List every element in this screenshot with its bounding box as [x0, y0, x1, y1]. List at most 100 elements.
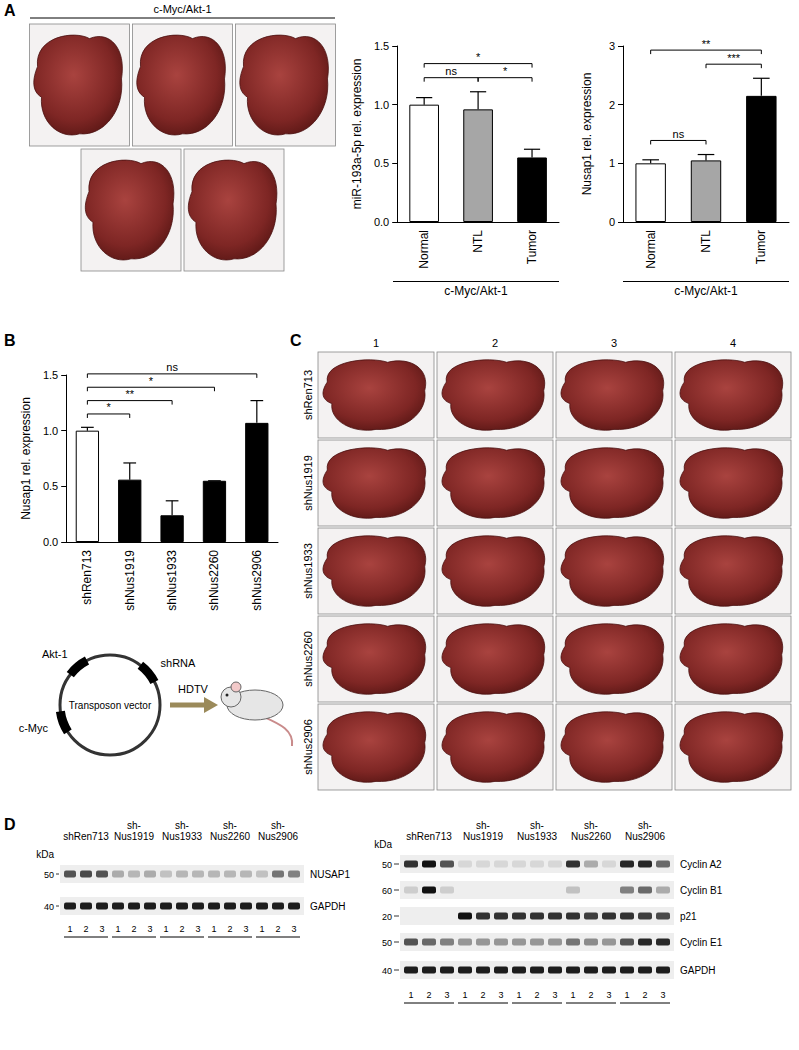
svg-text:0: 0	[609, 216, 615, 228]
svg-text:***: ***	[727, 52, 741, 64]
svg-text:sh-: sh-	[271, 820, 285, 831]
svg-text:3: 3	[660, 990, 665, 1000]
svg-text:shNus2260: shNus2260	[302, 631, 314, 687]
svg-text:Cyclin A2: Cyclin A2	[680, 859, 722, 870]
svg-text:3: 3	[195, 924, 200, 934]
svg-text:HDTV: HDTV	[178, 683, 209, 695]
svg-text:2: 2	[179, 924, 184, 934]
svg-text:Nus1919: Nus1919	[114, 831, 154, 842]
svg-text:2: 2	[131, 924, 136, 934]
svg-text:1: 1	[462, 990, 467, 1000]
svg-text:Nus2906: Nus2906	[625, 831, 665, 842]
svg-text:1: 1	[373, 337, 379, 349]
svg-text:shRen713: shRen713	[63, 831, 109, 842]
svg-text:sh-: sh-	[584, 820, 598, 831]
svg-text:shNus1919: shNus1919	[123, 550, 137, 611]
svg-text:*: *	[149, 375, 154, 387]
svg-text:60: 60	[382, 886, 392, 896]
svg-text:2: 2	[588, 990, 593, 1000]
svg-text:2: 2	[227, 924, 232, 934]
svg-text:sh-: sh-	[175, 820, 189, 831]
svg-text:GAPDH: GAPDH	[680, 965, 716, 976]
svg-text:2: 2	[609, 99, 615, 111]
svg-text:Cyclin B1: Cyclin B1	[680, 885, 723, 896]
svg-text:0.0: 0.0	[43, 536, 58, 548]
svg-text:Transposon vector: Transposon vector	[69, 700, 152, 711]
svg-text:Nus2260: Nus2260	[210, 831, 250, 842]
svg-text:1: 1	[516, 990, 521, 1000]
svg-text:sh-: sh-	[476, 820, 490, 831]
svg-text:3: 3	[147, 924, 152, 934]
svg-text:*: *	[106, 401, 111, 413]
svg-text:3: 3	[606, 990, 611, 1000]
svg-text:0.0: 0.0	[374, 216, 389, 228]
svg-text:20: 20	[382, 912, 392, 922]
svg-text:Nus2906: Nus2906	[258, 831, 298, 842]
svg-text:c-Myc: c-Myc	[19, 722, 49, 734]
svg-text:c-Myc/Akt-1: c-Myc/Akt-1	[153, 3, 211, 15]
svg-text:0.5: 0.5	[43, 480, 58, 492]
svg-text:sh-: sh-	[223, 820, 237, 831]
svg-text:2: 2	[492, 337, 498, 349]
svg-text:NUSAP1: NUSAP1	[310, 869, 350, 880]
svg-text:40: 40	[382, 966, 392, 976]
svg-text:ns: ns	[673, 128, 685, 140]
svg-text:1: 1	[570, 990, 575, 1000]
svg-text:Normal: Normal	[417, 230, 431, 269]
svg-text:shRen713: shRen713	[302, 370, 314, 420]
svg-text:Nus1933: Nus1933	[517, 831, 557, 842]
svg-text:C: C	[290, 332, 302, 349]
svg-text:Nusap1 rel. expression: Nusap1 rel. expression	[19, 397, 33, 520]
svg-text:3: 3	[243, 924, 248, 934]
svg-text:p21: p21	[680, 911, 697, 922]
svg-text:3: 3	[99, 924, 104, 934]
svg-text:3: 3	[611, 337, 617, 349]
svg-text:2: 2	[480, 990, 485, 1000]
svg-text:shNus1919: shNus1919	[302, 455, 314, 511]
svg-text:1.0: 1.0	[374, 99, 389, 111]
svg-text:3: 3	[609, 40, 615, 52]
svg-text:Nus2260: Nus2260	[571, 831, 611, 842]
svg-text:shRNA: shRNA	[161, 657, 197, 669]
svg-text:Nusap1 rel. expression: Nusap1 rel. expression	[580, 73, 594, 196]
svg-text:3: 3	[291, 924, 296, 934]
svg-text:1.5: 1.5	[374, 40, 389, 52]
svg-text:shRen713: shRen713	[80, 550, 94, 605]
svg-text:NTL: NTL	[699, 230, 713, 253]
svg-text:1: 1	[115, 924, 120, 934]
svg-text:50: 50	[44, 870, 54, 880]
svg-text:4: 4	[730, 337, 736, 349]
svg-text:shNus1933: shNus1933	[165, 550, 179, 611]
svg-text:Nus1933: Nus1933	[162, 831, 202, 842]
svg-text:1: 1	[408, 990, 413, 1000]
svg-text:2: 2	[426, 990, 431, 1000]
svg-text:1: 1	[609, 157, 615, 169]
svg-text:40: 40	[44, 902, 54, 912]
svg-text:3: 3	[444, 990, 449, 1000]
svg-text:2: 2	[534, 990, 539, 1000]
svg-text:Normal: Normal	[644, 230, 658, 269]
svg-text:*: *	[476, 51, 481, 63]
svg-text:GAPDH: GAPDH	[310, 901, 346, 912]
svg-text:shNus2260: shNus2260	[207, 550, 221, 611]
svg-text:ns: ns	[166, 361, 178, 373]
svg-text:1.5: 1.5	[43, 369, 58, 381]
svg-text:2: 2	[83, 924, 88, 934]
svg-text:NTL: NTL	[471, 230, 485, 253]
svg-text:shNus2906: shNus2906	[302, 719, 314, 775]
svg-text:Tumor: Tumor	[525, 230, 539, 264]
svg-text:2: 2	[275, 924, 280, 934]
svg-text:B: B	[4, 332, 16, 349]
svg-text:sh-: sh-	[530, 820, 544, 831]
svg-text:1: 1	[211, 924, 216, 934]
svg-text:50: 50	[382, 938, 392, 948]
svg-text:kDa: kDa	[36, 849, 54, 860]
svg-text:*: *	[503, 65, 508, 77]
svg-text:1: 1	[67, 924, 72, 934]
svg-text:0.5: 0.5	[374, 157, 389, 169]
svg-text:sh-: sh-	[127, 820, 141, 831]
svg-text:shNus2906: shNus2906	[250, 550, 264, 611]
svg-text:3: 3	[498, 990, 503, 1000]
svg-text:Tumor: Tumor	[754, 230, 768, 264]
svg-text:2: 2	[642, 990, 647, 1000]
